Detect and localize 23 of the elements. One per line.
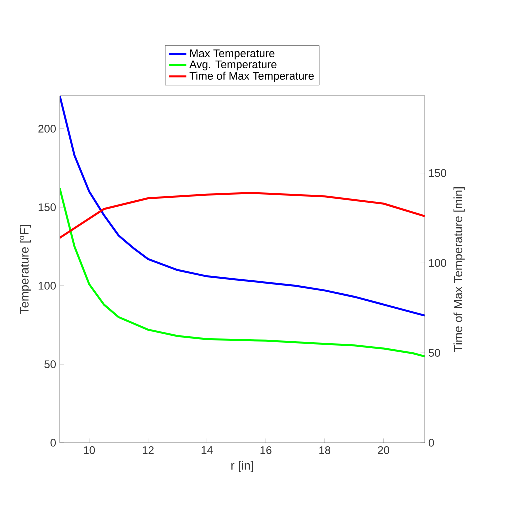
x-tick-label: 18 xyxy=(320,446,331,454)
y-tick-label: 100 xyxy=(38,282,56,290)
y-axis-title: Temperature [$^{o}$F] xyxy=(20,226,32,314)
x-axis-title: r [in] xyxy=(232,461,254,472)
line-series xyxy=(60,192,425,240)
line-series xyxy=(60,188,425,358)
legend-label: Max Temperature xyxy=(190,50,275,60)
legend-label: Time of Max Temperature xyxy=(190,72,314,82)
legend-label: Avg. Temperature xyxy=(190,60,277,71)
x-tick-label: 12 xyxy=(143,446,154,454)
y-tick-label: 0 xyxy=(50,439,56,447)
y2-tick-label: 150 xyxy=(429,169,446,178)
y-tick-label: 200 xyxy=(38,125,56,133)
y-tick-label: 150 xyxy=(38,204,56,212)
y2-axis-title: Time of Max Temperature [min] xyxy=(454,188,465,352)
y2-tick-label: 100 xyxy=(429,259,446,268)
x-tick-label: 14 xyxy=(202,446,213,454)
y2-tick-label: 0 xyxy=(428,439,434,447)
x-tick-label: 16 xyxy=(260,446,272,454)
x-tick-label: 20 xyxy=(378,446,390,454)
y2-tick-label: 50 xyxy=(428,349,440,357)
y-tick-label: 50 xyxy=(44,360,56,368)
x-tick-label: 10 xyxy=(84,446,96,454)
